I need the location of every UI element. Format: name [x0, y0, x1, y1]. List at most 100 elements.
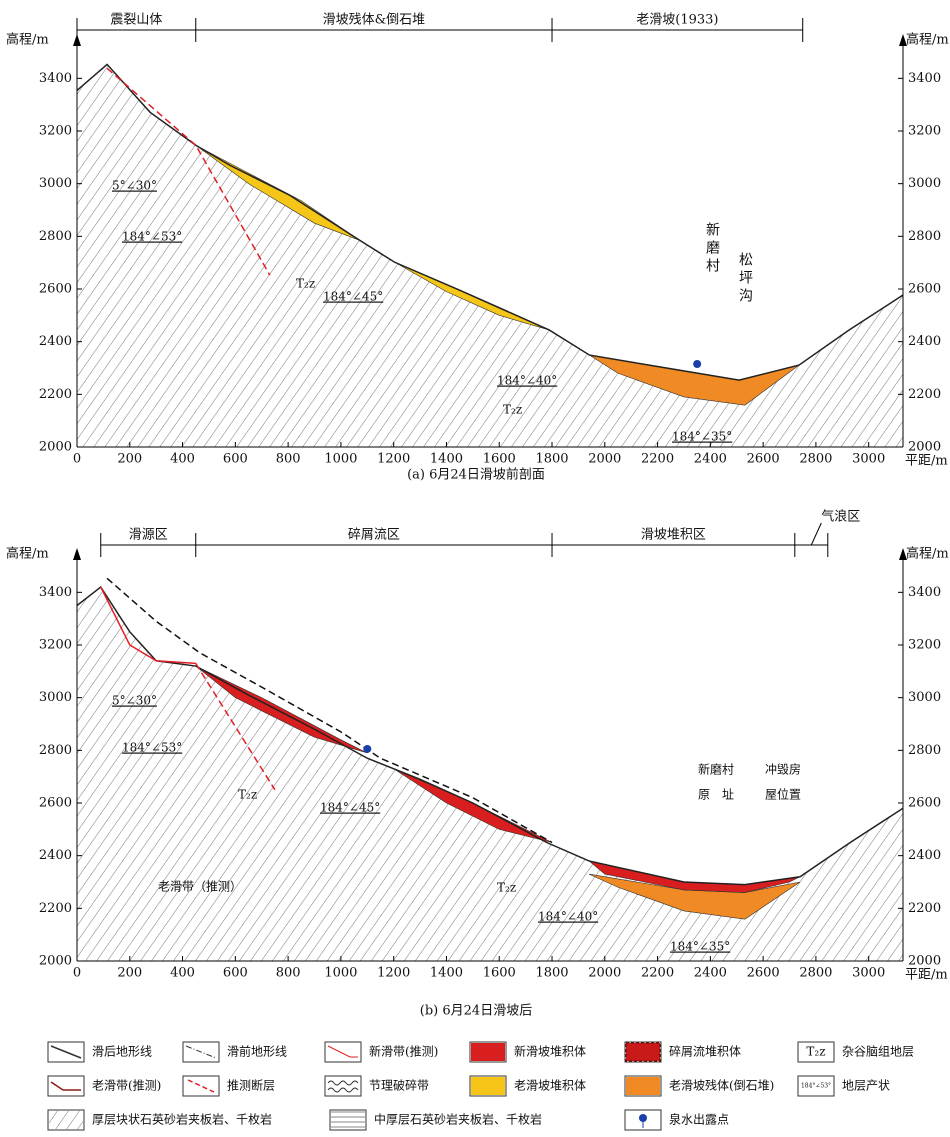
zone-label: 滑源区 — [129, 528, 168, 543]
x-tick-label: 1400 — [430, 966, 463, 981]
legend-box — [797, 1075, 835, 1097]
x-tick-label: 2800 — [799, 966, 832, 981]
profile-line — [106, 577, 553, 844]
x-tick-label: 600 — [223, 966, 248, 981]
annotation: 184°∠53° — [122, 230, 182, 244]
legend-symbol — [327, 1045, 358, 1058]
annotation: 新磨村 — [698, 762, 734, 777]
legend-box — [324, 1041, 362, 1063]
legend-symbol — [50, 1081, 81, 1091]
legend-item: 泉水出露点 — [624, 1109, 729, 1131]
y-tick-label: 2600 — [39, 282, 72, 297]
profile-line — [106, 67, 271, 276]
x-tick-label: 200 — [117, 452, 142, 467]
annotation: 184°∠45° — [320, 801, 380, 815]
y2-tick-label: 2600 — [908, 796, 941, 811]
x-tick-label: 1800 — [535, 966, 568, 981]
y-tick-label: 3200 — [39, 124, 72, 139]
y2-tick-label: 2800 — [908, 743, 941, 758]
annotation: T₂z — [497, 881, 516, 895]
y-tick-label: 3000 — [39, 176, 72, 191]
x-tick-label: 0 — [73, 966, 81, 981]
y-tick-label: 2000 — [39, 954, 72, 969]
y-tick-label: 2200 — [39, 901, 72, 916]
legend-label: 碎屑流堆积体 — [669, 1044, 741, 1059]
x-tick-label: 1800 — [535, 452, 568, 467]
x-tick-label: 200 — [117, 966, 142, 981]
annotation: 184°∠53° — [122, 741, 182, 755]
legend-symbol — [471, 1043, 505, 1061]
panel-caption: (a) 6月24日滑坡前剖面 — [407, 467, 545, 483]
zone-label: 老滑坡(1933) — [636, 13, 718, 28]
legend-label: 推测断层 — [227, 1078, 275, 1093]
x-tick-label: 2200 — [641, 966, 674, 981]
legend-symbol — [327, 1080, 359, 1093]
legend-label: 滑后地形线 — [92, 1045, 152, 1059]
y2-tick-label: 3200 — [908, 124, 941, 139]
annotation: 老滑带（推测） — [158, 880, 242, 894]
annotation: 冲毁房 — [765, 762, 801, 777]
legend-item: 184°∠53° 地层产状 — [797, 1075, 890, 1097]
y-tick-label: 2200 — [39, 387, 72, 402]
x-tick-label: 2800 — [799, 452, 832, 467]
annotation: T₂z — [503, 403, 522, 417]
y-tick-label: 3400 — [39, 71, 72, 86]
legend-symbol — [639, 1114, 647, 1122]
legend-box — [324, 1075, 362, 1097]
x-tick-label: 2200 — [641, 452, 674, 467]
zone-label: 滑坡堆积区 — [641, 528, 706, 543]
bedrock-hatch — [77, 64, 903, 448]
x-axis-label: 平距/m — [905, 968, 948, 983]
legend-item: 新滑坡堆积体 — [469, 1041, 586, 1063]
legend-symbol-text: T₂z — [806, 1045, 825, 1059]
legend-box — [47, 1075, 85, 1097]
y2-axis-label: 高程/m — [906, 546, 949, 562]
legend-label: 老滑坡残体(倒石堆) — [669, 1079, 774, 1093]
x-axis-label: 平距/m — [905, 454, 948, 469]
y-tick-label: 3200 — [39, 638, 72, 653]
x-tick-label: 0 — [73, 452, 81, 467]
zone-label: 震裂山体 — [110, 13, 162, 28]
legend-label: 老滑坡堆积体 — [514, 1079, 586, 1093]
legend-item: 老滑带(推测) — [47, 1075, 161, 1097]
spring-point — [693, 360, 702, 368]
y2-tick-label: 2000 — [908, 440, 941, 455]
zone-leader — [810, 522, 822, 546]
annotation: 184°∠35° — [670, 940, 730, 954]
y2-tick-label: 2600 — [908, 282, 941, 297]
legend-item: T₂z 杂谷脑组地层 — [797, 1041, 914, 1063]
x-tick-label: 400 — [170, 452, 195, 467]
legend-label: 杂谷脑组地层 — [842, 1045, 914, 1059]
x-tick-label: 3000 — [852, 452, 885, 467]
legend-label: 中厚层石英砂岩夹板岩、千枚岩 — [374, 1112, 542, 1127]
legend-label: 节理破碎带 — [369, 1078, 429, 1093]
x-tick-label: 1600 — [483, 966, 516, 981]
legend-symbol — [625, 1042, 661, 1062]
spring-point — [363, 744, 372, 753]
legend-symbol — [185, 1045, 217, 1059]
x-tick-label: 400 — [170, 966, 195, 981]
legend-item: 滑后地形线 — [47, 1041, 152, 1063]
bedrock-hatch — [77, 587, 903, 961]
axis-arrow — [899, 34, 907, 46]
axis-arrow — [73, 548, 81, 560]
legend-item: 节理破碎带 — [324, 1075, 429, 1097]
x-tick-label: 800 — [276, 452, 301, 467]
x-tick-label: 1600 — [483, 452, 516, 467]
x-tick-label: 1000 — [324, 966, 357, 981]
legend-symbol — [187, 1079, 215, 1093]
profile-line — [76, 63, 904, 381]
x-tick-label: 2400 — [694, 452, 727, 467]
y-tick-label: 2000 — [39, 440, 72, 455]
annotation: 原 址 — [698, 788, 734, 802]
y-tick-label: 2800 — [39, 229, 72, 244]
profile-line — [76, 585, 904, 886]
y-tick-label: 2600 — [39, 796, 72, 811]
y2-axis-label: 高程/m — [906, 32, 949, 48]
y2-tick-label: 2200 — [908, 901, 941, 916]
legend-item: 中厚层石英砂岩夹板岩、千枚岩 — [329, 1109, 542, 1131]
x-tick-label: 2000 — [588, 452, 621, 467]
annotation: 新磨村 — [704, 222, 720, 276]
legend-item: 老滑坡残体(倒石堆) — [624, 1075, 774, 1097]
y-axis-label: 高程/m — [6, 32, 49, 48]
